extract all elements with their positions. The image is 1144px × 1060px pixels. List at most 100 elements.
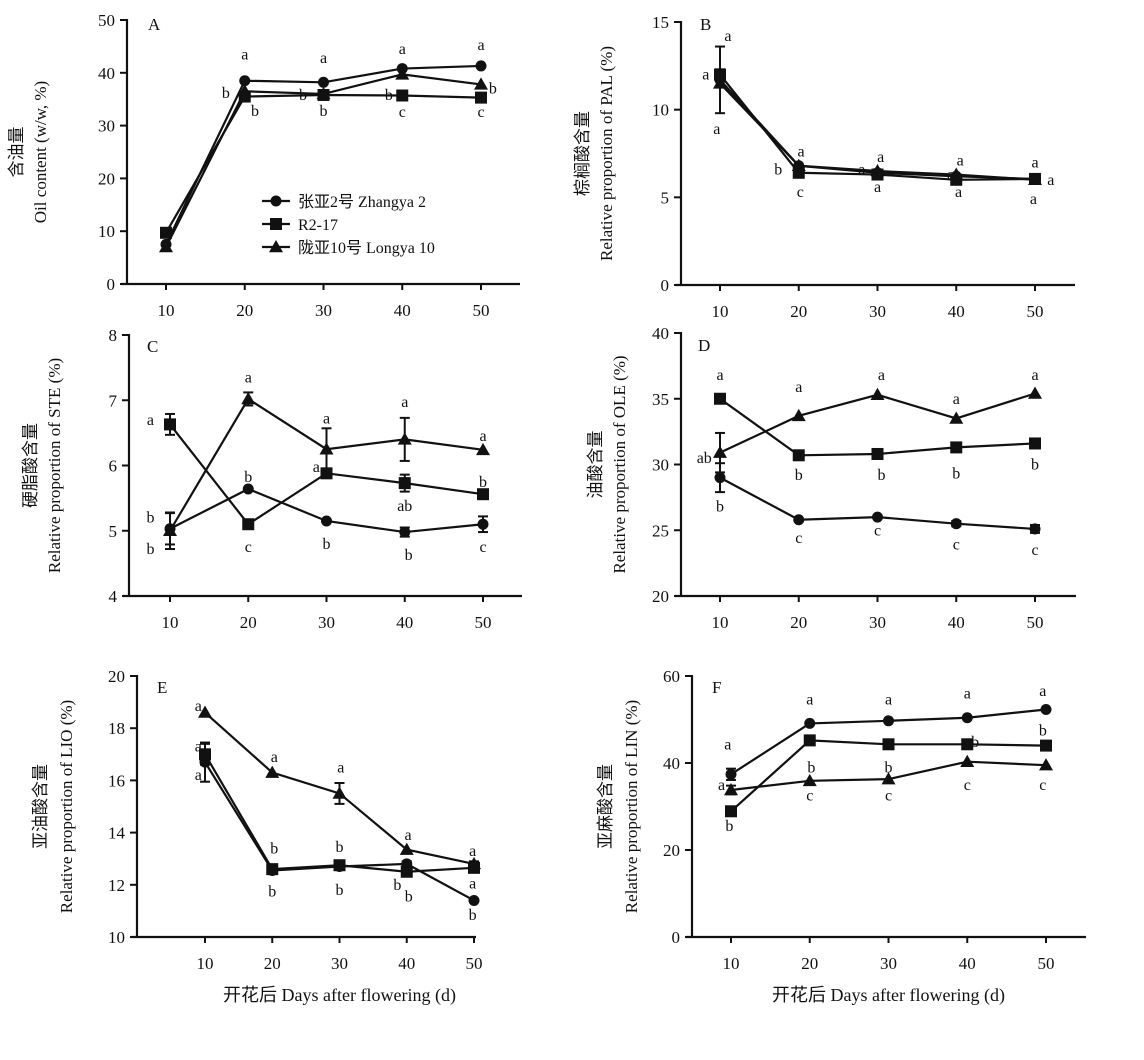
data-point bbox=[870, 164, 885, 177]
x-tick-label: 10 bbox=[712, 302, 729, 321]
data-point bbox=[476, 442, 490, 456]
y-tick-label: 30 bbox=[652, 456, 669, 475]
x-tick-label: 10 bbox=[197, 954, 214, 973]
data-point bbox=[399, 526, 411, 538]
significance-letter: b bbox=[479, 474, 487, 491]
data-point bbox=[713, 445, 727, 458]
data-point bbox=[1040, 703, 1052, 715]
panel-letter: F bbox=[712, 678, 721, 697]
significance-letter: a bbox=[877, 149, 884, 166]
y-tick-label: 14 bbox=[108, 824, 126, 843]
x-axis-label: 开花后 Days after flowering (d) bbox=[223, 985, 456, 1006]
y-axis-label: Relative proportion of STE (%) bbox=[45, 358, 64, 573]
significance-letter: a bbox=[955, 184, 962, 201]
significance-letter: a bbox=[469, 875, 476, 892]
significance-letter: b bbox=[725, 818, 733, 835]
significance-letter: c bbox=[1039, 777, 1046, 794]
data-point bbox=[950, 518, 962, 530]
y-axis-label-cn: 含油量 bbox=[7, 127, 26, 178]
significance-letter: b bbox=[1031, 457, 1039, 474]
legend-label: 张亚2号 Zhangya 2 bbox=[298, 193, 426, 211]
significance-letter: a bbox=[401, 394, 408, 411]
data-point bbox=[321, 515, 332, 527]
data-point bbox=[1028, 172, 1042, 186]
significance-letter: b bbox=[146, 510, 154, 527]
significance-letter: c bbox=[795, 530, 802, 547]
y-tick-label: 40 bbox=[663, 754, 680, 773]
x-tick-label: 10 bbox=[723, 954, 740, 973]
x-tick-label: 50 bbox=[473, 301, 490, 320]
data-point bbox=[265, 765, 280, 778]
y-axis-label: Oil content (w/w, %) bbox=[31, 81, 50, 223]
significance-letter: a bbox=[1030, 191, 1037, 208]
significance-letter: a bbox=[241, 46, 248, 63]
significance-letter: c bbox=[885, 788, 892, 805]
y-tick-label: 8 bbox=[109, 326, 118, 345]
y-axis-label: Relative proportion of OLE (%) bbox=[610, 355, 629, 573]
significance-letter: b bbox=[336, 882, 344, 899]
legend-marker-circle bbox=[270, 195, 282, 207]
data-point bbox=[793, 514, 805, 526]
significance-letter: b bbox=[336, 839, 344, 856]
x-tick-label: 20 bbox=[240, 613, 257, 632]
y-tick-label: 20 bbox=[652, 587, 669, 606]
x-tick-label: 40 bbox=[394, 301, 411, 320]
series-circle bbox=[725, 703, 1052, 781]
significance-letter: c bbox=[964, 777, 971, 794]
significance-letter: a bbox=[795, 379, 802, 396]
x-tick-label: 20 bbox=[236, 301, 253, 320]
panel-c: 4 5 6 7 8 10 20 30 40 50 C 硬脂酸含量 Relative proportion… bbox=[21, 326, 522, 632]
significance-letter: b bbox=[877, 467, 885, 484]
data-point bbox=[242, 483, 254, 495]
data-point bbox=[714, 68, 726, 81]
x-tick-label: 50 bbox=[1027, 302, 1044, 321]
y-tick-label: 30 bbox=[98, 117, 115, 136]
x-tick-label: 20 bbox=[264, 954, 281, 973]
significance-letter: a bbox=[798, 144, 805, 161]
y-tick-label: 18 bbox=[108, 719, 125, 738]
x-tick-label: 50 bbox=[466, 954, 483, 973]
significance-letter: a bbox=[477, 37, 484, 54]
significance-letter: b bbox=[405, 547, 413, 564]
significance-letter: a bbox=[947, 167, 954, 184]
data-point bbox=[163, 523, 177, 536]
panel-a: 0 10 20 30 40 50 10 20 30 40 50 A 含油量 Oil content (w/… bbox=[7, 11, 520, 320]
significance-letter: c bbox=[399, 104, 406, 121]
data-point bbox=[1029, 437, 1041, 450]
series-triangle bbox=[724, 754, 1053, 796]
data-point bbox=[961, 738, 974, 751]
y-axis-label-cn: 硬脂酸含量 bbox=[21, 423, 40, 508]
significance-letter: a bbox=[313, 459, 320, 476]
significance-letter: a bbox=[724, 737, 731, 754]
legend-item: 陇亚10号 Longya 10 bbox=[262, 239, 435, 257]
significance-letter: a bbox=[337, 759, 344, 776]
x-tick-label: 10 bbox=[712, 613, 729, 632]
series-square bbox=[725, 734, 1052, 818]
y-tick-label: 10 bbox=[652, 101, 669, 120]
data-point bbox=[399, 842, 414, 855]
data-point bbox=[713, 76, 727, 89]
significance-letter: a bbox=[724, 28, 731, 45]
significance-letter: a bbox=[405, 827, 412, 844]
data-point bbox=[714, 392, 726, 405]
significance-letter: ab bbox=[697, 450, 712, 467]
legend-label: 陇亚10号 Longya 10 bbox=[298, 239, 435, 257]
significance-letter: b bbox=[489, 81, 497, 98]
x-tick-label: 10 bbox=[158, 301, 175, 320]
significance-letter: a bbox=[479, 428, 486, 445]
data-point bbox=[319, 442, 334, 455]
y-axis-label-cn: 油酸含量 bbox=[586, 431, 605, 499]
significance-letter: a bbox=[885, 691, 892, 708]
data-point bbox=[237, 84, 252, 97]
data-point bbox=[332, 786, 347, 799]
data-point bbox=[318, 76, 329, 88]
y-tick-label: 20 bbox=[108, 667, 125, 686]
legend-marker-square bbox=[270, 218, 282, 230]
significance-letter: a bbox=[399, 41, 406, 58]
data-point bbox=[398, 477, 411, 490]
x-tick-label: 50 bbox=[1038, 954, 1055, 973]
panel-letter: C bbox=[147, 337, 158, 356]
significance-letter: b bbox=[244, 469, 252, 486]
significance-letter: c bbox=[245, 539, 252, 556]
